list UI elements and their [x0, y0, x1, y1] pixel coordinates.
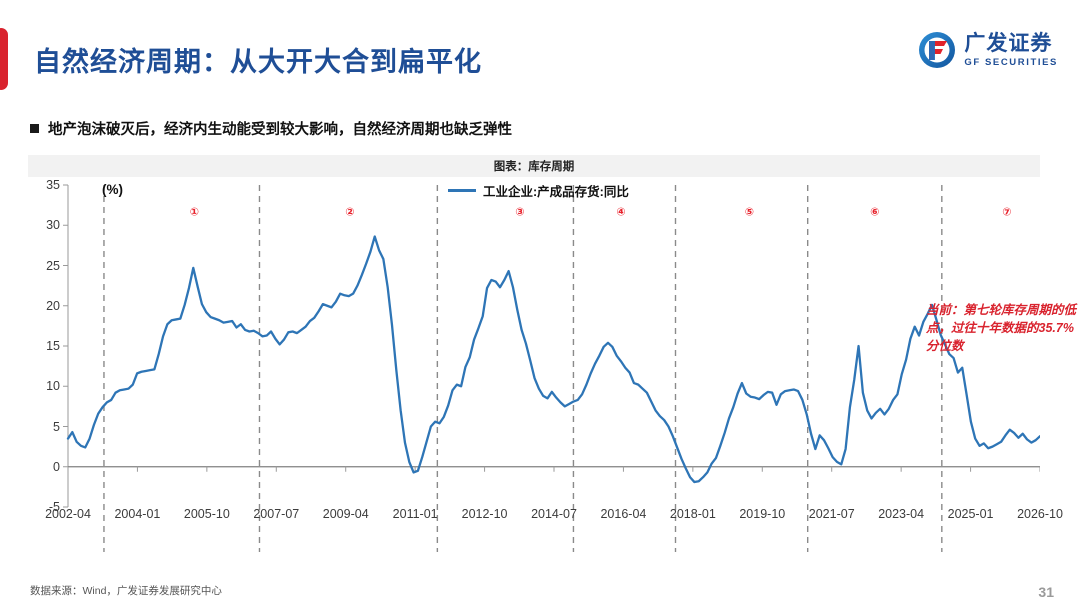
chart-title-band: 图表：库存周期: [28, 155, 1040, 177]
y-tick-label: 10: [46, 379, 60, 394]
key-point-bullet: 地产泡沫破灭后，经济内生动能受到较大影响，自然经济周期也缺乏弹性: [30, 118, 512, 139]
brand-logo: 广发证券 GF SECURITIES: [917, 30, 1058, 70]
x-tick-label: 2016-04: [600, 506, 647, 521]
logo-cn-text: 广发证券: [964, 31, 1053, 55]
chart-title: 图表：库存周期: [493, 161, 575, 173]
y-tick-label: 20: [46, 298, 60, 313]
legend-label: 工业企业:产成品存货:同比: [483, 185, 629, 199]
y-tick-label: 5: [53, 419, 60, 434]
chart-area: (%) 工业企业:产成品存货:同比 ① ② ③ ④ ⑤ ⑥ ⑦ -5 0 5 10 15 20 25 30…: [28, 177, 1076, 572]
x-tick-label: 2018-01: [669, 506, 716, 521]
x-tick-label: 2009-04: [322, 506, 369, 521]
y-tick-label: 15: [46, 339, 60, 353]
x-tick-label: 2005-10: [183, 506, 230, 521]
x-tick-label: 2019-10: [739, 506, 786, 521]
page-title: 自然经济周期：从大开大合到扁平化: [34, 47, 482, 77]
source-note: 数据来源：Wind，广发证券发展研究中心: [30, 585, 222, 597]
x-tick-label: 2007-07: [253, 506, 300, 521]
logo-text: 广发证券 GF SECURITIES: [964, 33, 1058, 68]
title-accent-bar: [0, 28, 8, 90]
y-tick-label: 0: [53, 459, 60, 474]
x-tick-label: 2026-10: [1017, 506, 1063, 521]
x-tick-label: 2012-10: [461, 506, 508, 521]
cycle-marker: ①: [189, 206, 200, 219]
x-tick-label: 2025-01: [947, 506, 994, 521]
bullet-square-icon: [30, 124, 39, 133]
x-tick-label: 2011-01: [392, 506, 438, 521]
gf-logo-icon: [917, 30, 957, 70]
cycle-marker: ④: [616, 206, 626, 219]
y-tick-label: 30: [46, 218, 60, 233]
x-tick-label: 2002-04: [45, 506, 91, 521]
y-tick-label: 35: [46, 178, 60, 192]
legend-line-swatch: [448, 189, 476, 192]
x-tick-label: 2014-07: [531, 506, 577, 521]
page-number: 31: [1038, 584, 1054, 600]
cycle-marker: ②: [345, 206, 355, 219]
cycle-marker: ③: [515, 206, 525, 219]
inventory-cycle-line-chart: [63, 184, 1040, 552]
x-tick-label: 2023-04: [878, 506, 925, 521]
cycle-marker: ⑤: [744, 206, 755, 219]
y-tick-label: -5: [48, 500, 60, 514]
y-axis-unit-label: (%): [102, 182, 123, 197]
chart-legend: 工业企业:产成品存货:同比: [448, 181, 629, 200]
cycle-marker: ⑥: [870, 206, 880, 219]
x-tick-label: 2004-01: [114, 506, 161, 521]
y-tick-label: 25: [46, 258, 60, 273]
current-state-annotation: 当前：第七轮库存周期的低点，过往十年数据的35.7%分位数: [926, 303, 1077, 353]
bullet-text: 地产泡沫破灭后，经济内生动能受到较大影响，自然经济周期也缺乏弹性: [48, 122, 512, 138]
cycle-marker: ⑦: [1002, 206, 1012, 219]
x-tick-label: 2021-07: [808, 506, 855, 521]
logo-en-text: GF SECURITIES: [964, 56, 1058, 68]
